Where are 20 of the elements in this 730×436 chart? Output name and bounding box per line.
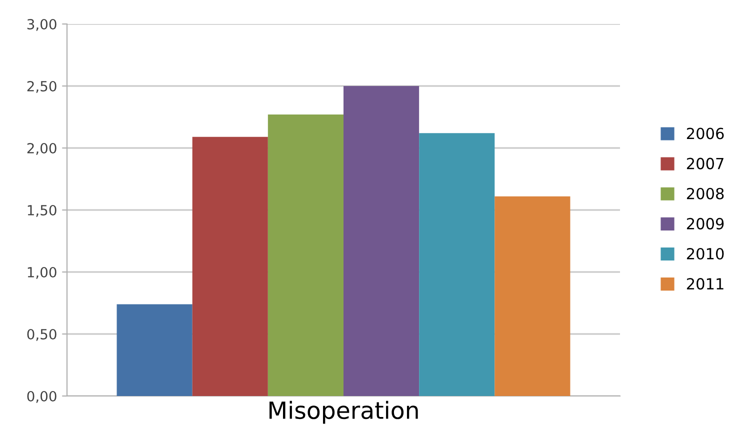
legend-label: 2009	[686, 218, 724, 230]
y-tick-label: 0,00	[27, 390, 56, 403]
legend-label: 2007	[686, 158, 724, 170]
legend-label: 2008	[686, 188, 724, 200]
bar	[192, 136, 268, 396]
y-tick-label: 3,00	[27, 18, 56, 31]
y-tick-label: 1,00	[28, 266, 56, 279]
bar	[268, 114, 344, 396]
y-tick-label: 1,50	[28, 204, 56, 217]
bar	[344, 86, 420, 396]
bar	[419, 133, 495, 396]
legend-label: 2010	[686, 248, 724, 260]
bar	[116, 304, 192, 396]
bar	[494, 196, 570, 396]
y-tick-label: 2,50	[27, 80, 56, 93]
legend-label: 2006	[686, 128, 724, 140]
y-tick-label: 2,00	[27, 142, 56, 155]
y-tick-label: 0,50	[27, 328, 56, 341]
x-tick-label: Misoperation	[270, 400, 418, 424]
legend-label: 2011	[686, 278, 724, 290]
